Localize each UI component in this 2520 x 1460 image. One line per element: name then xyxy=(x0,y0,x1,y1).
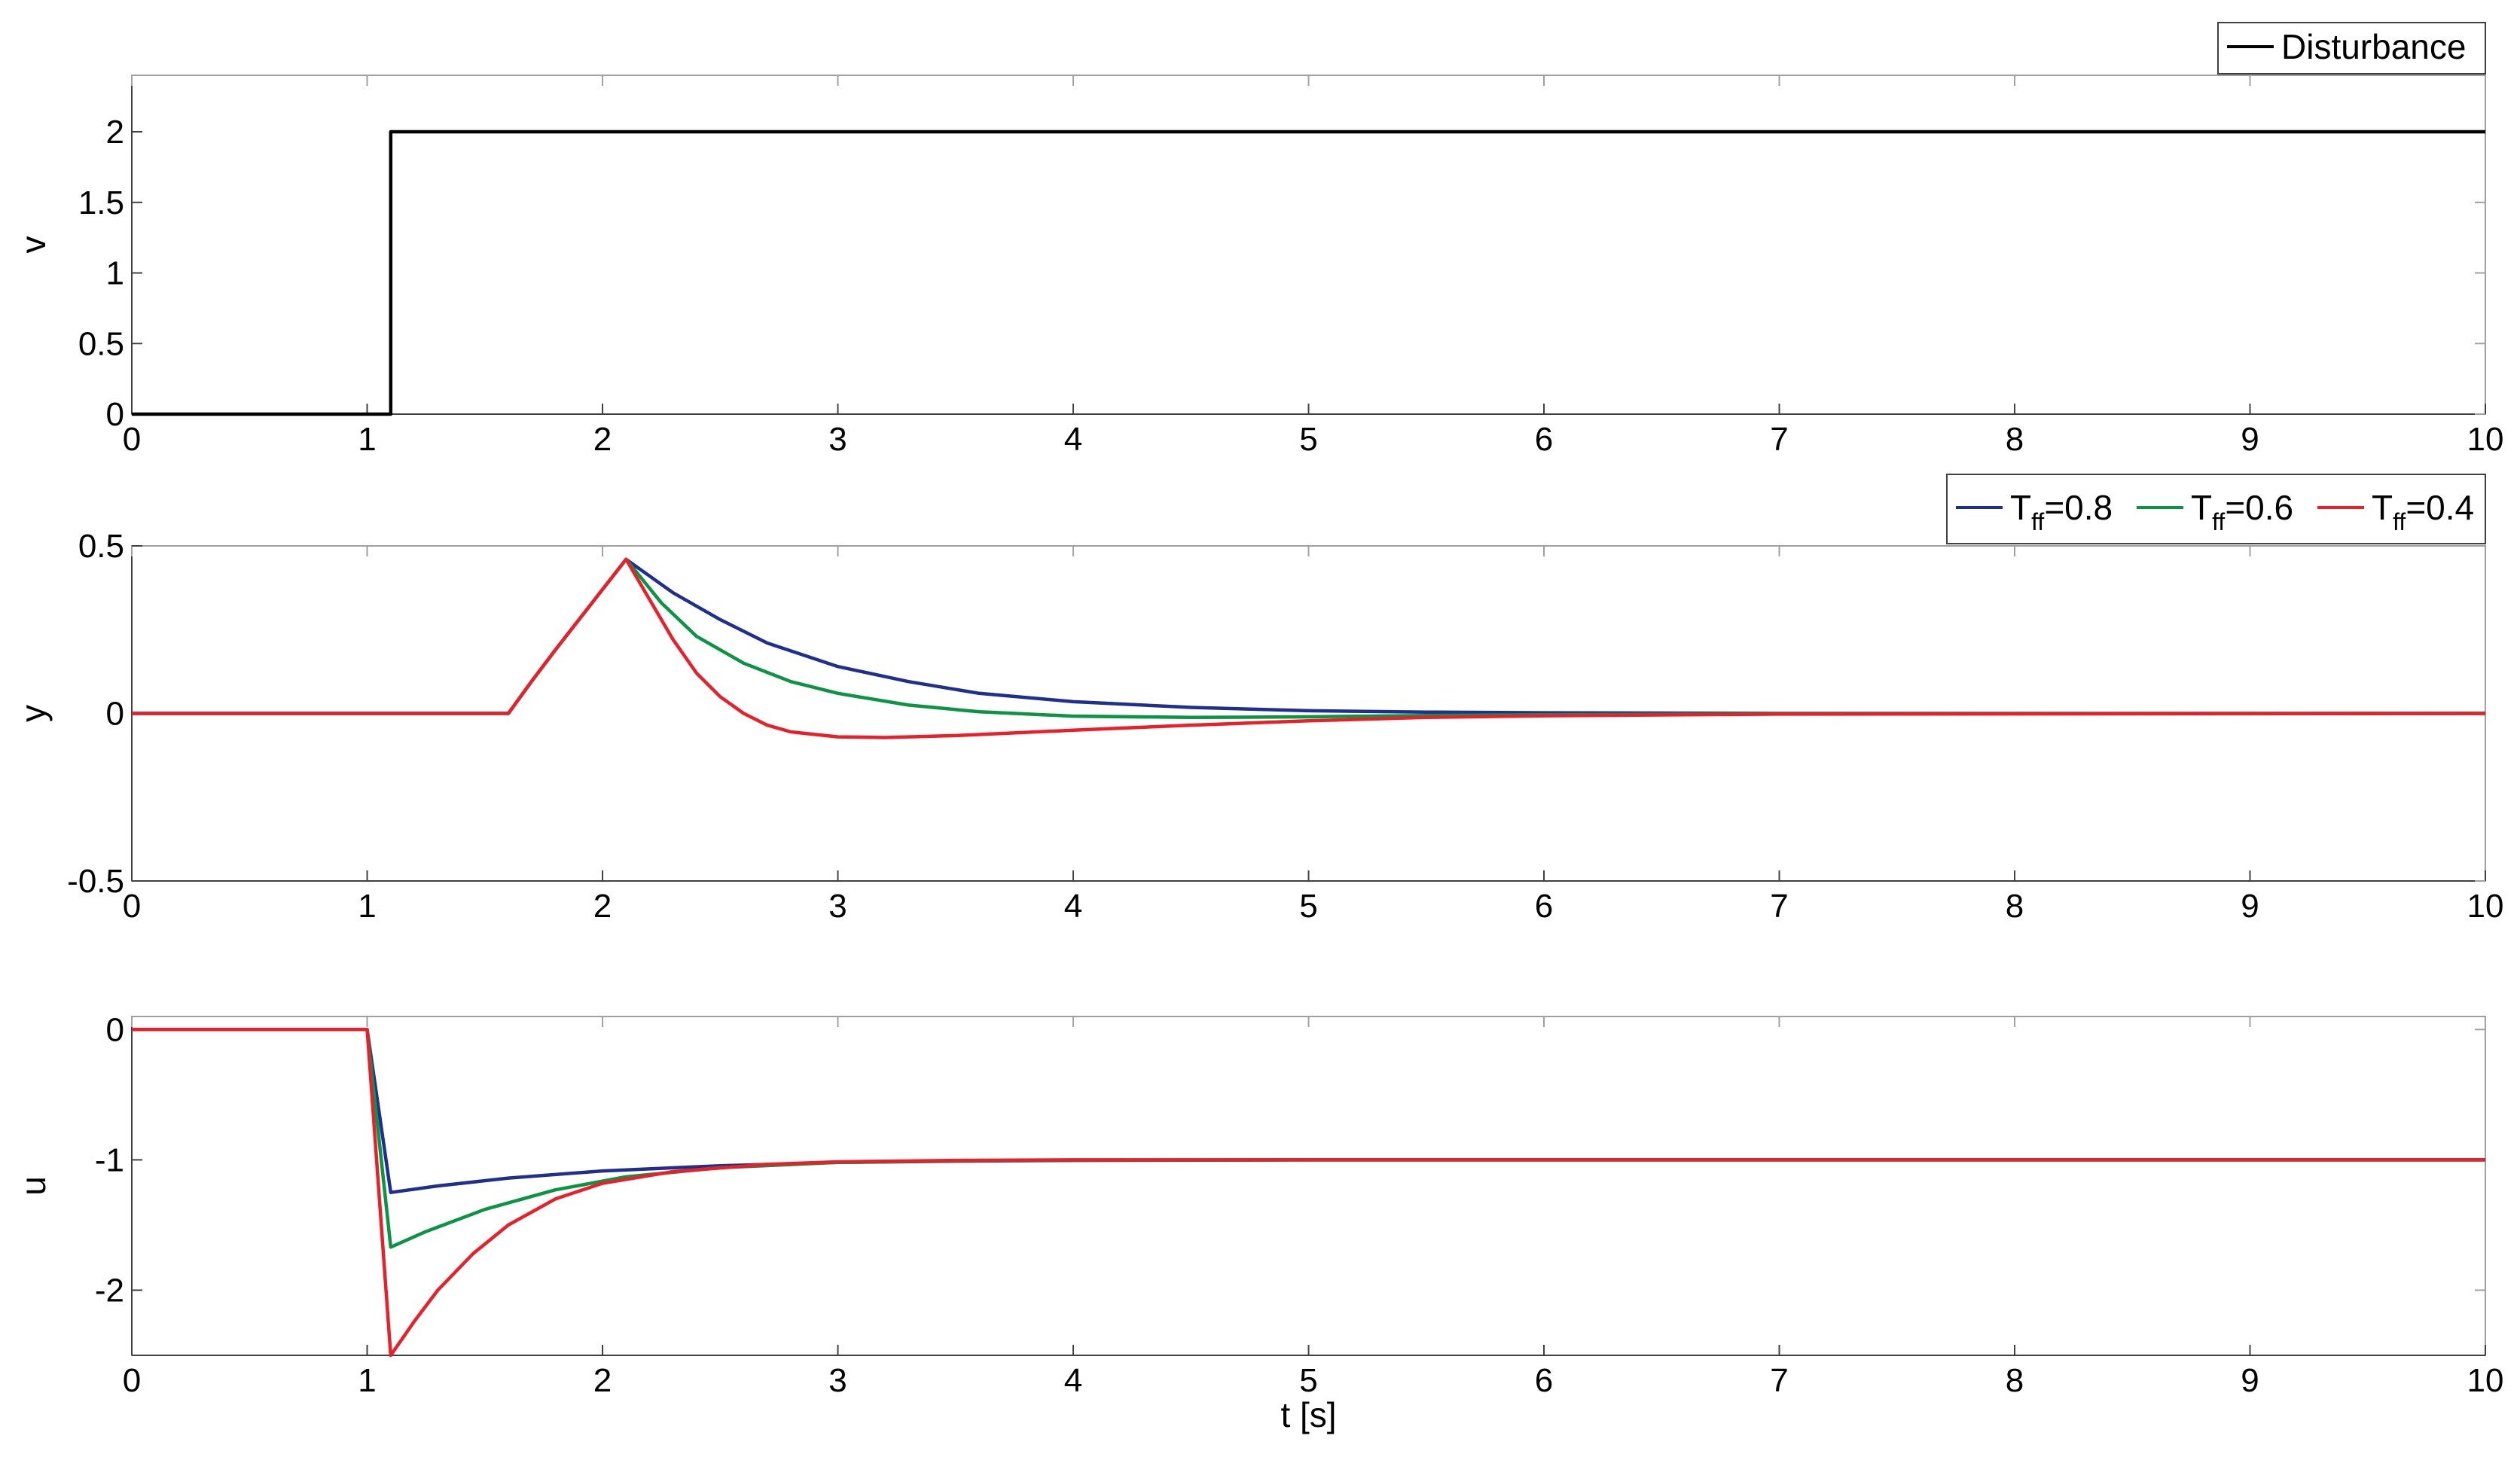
x-tick-label: 9 xyxy=(2241,1362,2259,1399)
y-tick-label: -0.5 xyxy=(67,863,124,900)
series-line-2-2 xyxy=(132,1028,2485,1358)
y-tick-label: 2 xyxy=(106,114,124,151)
x-tick-label: 8 xyxy=(2006,1362,2024,1399)
y-axis-label: u xyxy=(14,1176,53,1196)
x-tick-label: 2 xyxy=(593,421,612,458)
axes-box xyxy=(131,75,2486,415)
x-tick-label: 2 xyxy=(593,888,612,925)
x-tick-label: 4 xyxy=(1064,1362,1082,1399)
x-tick-label: 3 xyxy=(828,421,847,458)
x-tick-label: 4 xyxy=(1064,888,1082,925)
y-tick-label: 0 xyxy=(106,396,124,433)
series-line-1-2 xyxy=(132,557,2485,739)
x-tick-label: 3 xyxy=(828,1362,847,1399)
y-axis-label: y xyxy=(14,705,53,722)
x-tick-label: 1 xyxy=(358,421,376,458)
legend-label: Disturbance xyxy=(2281,27,2466,66)
x-tick-label: 3 xyxy=(828,888,847,925)
x-tick-label: 7 xyxy=(1770,421,1788,458)
y-tick-label: 1.5 xyxy=(78,184,124,221)
x-tick-label: 10 xyxy=(2467,421,2504,458)
x-tick-label: 9 xyxy=(2241,888,2259,925)
y-tick-label: 0 xyxy=(106,1011,124,1048)
axes-box xyxy=(131,1016,2486,1356)
x-tick-label: 10 xyxy=(2467,888,2504,925)
x-tick-label: 4 xyxy=(1064,421,1082,458)
x-tick-label: 6 xyxy=(1535,1362,1553,1399)
x-tick-label: 6 xyxy=(1535,888,1553,925)
legend: Tff=0.8 Tff=0.6 Tff=0.4 xyxy=(1946,474,2486,544)
x-tick-label: 0 xyxy=(123,888,141,925)
x-tick-label: 5 xyxy=(1299,421,1317,458)
panel-u: 0 1 2 3 4 5 6 7 8 9 10 -2 -1 0 u t [s] xyxy=(14,1011,2503,1434)
x-tick-label: 8 xyxy=(2006,421,2024,458)
y-tick-label: -1 xyxy=(95,1141,124,1178)
y-tick-label: 1 xyxy=(106,255,124,292)
x-tick-label: 0 xyxy=(123,421,141,458)
x-tick-label: 2 xyxy=(593,1362,612,1399)
x-tick-label: 1 xyxy=(358,888,376,925)
x-tick-label: 5 xyxy=(1299,1362,1317,1399)
x-tick-label: 9 xyxy=(2241,421,2259,458)
y-tick-label: 0.5 xyxy=(78,528,124,565)
x-tick-label: 0 xyxy=(123,1362,141,1399)
legend-box xyxy=(1946,474,2486,544)
legend: Disturbance xyxy=(2217,22,2486,75)
x-tick-label: 8 xyxy=(2006,888,2024,925)
x-tick-label: 7 xyxy=(1770,1362,1788,1399)
x-tick-label: 5 xyxy=(1299,888,1317,925)
y-tick-label: -2 xyxy=(95,1272,124,1309)
x-tick-label: 7 xyxy=(1770,888,1788,925)
x-tick-label: 1 xyxy=(358,1362,376,1399)
y-tick-label: 0.5 xyxy=(78,325,124,362)
x-tick-label: 10 xyxy=(2467,1362,2504,1399)
y-tick-label: 0 xyxy=(106,696,124,733)
y-axis-label: v xyxy=(14,236,53,254)
x-axis-label: t [s] xyxy=(1280,1395,1336,1434)
series-line-0-0 xyxy=(132,130,2485,416)
panel-v: 0 1 2 3 4 5 6 7 8 9 10 0 0.5 1 1.5 2 v Disturbance xyxy=(14,22,2504,458)
x-tick-label: 6 xyxy=(1535,421,1553,458)
